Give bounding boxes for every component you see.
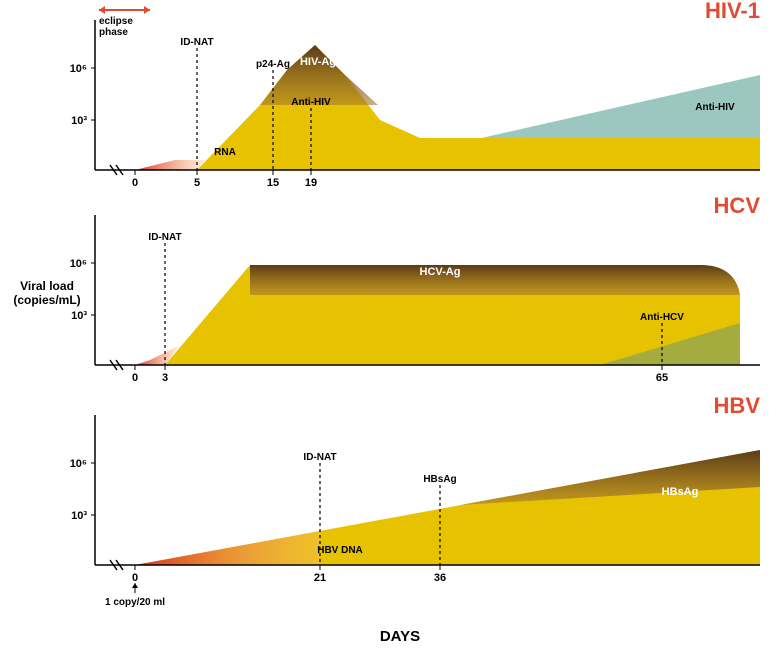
y-axis-label: Viral load(copies/mL) bbox=[6, 280, 88, 308]
marker-label: HBsAg bbox=[423, 474, 456, 485]
y-tick-label: 10³ bbox=[71, 510, 87, 522]
y-tick-label: 10⁶ bbox=[70, 258, 87, 270]
region-label: HBV DNA bbox=[317, 545, 363, 556]
eclipse-phase-label: eclipse bbox=[99, 16, 133, 27]
y-tick-label: 10⁶ bbox=[70, 458, 87, 470]
marker-label: p24-Ag bbox=[256, 59, 290, 70]
marker-label: Anti-HCV bbox=[640, 312, 684, 323]
x-tick-label: 0 bbox=[132, 572, 138, 584]
panel-title-hcv: HCV bbox=[714, 193, 761, 218]
x-tick-label: 65 bbox=[656, 372, 668, 384]
region-label: HBsAg bbox=[662, 486, 699, 498]
x-tick-label: 21 bbox=[314, 572, 326, 584]
panel-hiv1: 10³ 10⁶ 0 5 15 19 ID-NAT p24-Ag Anti-HIV RNA HIV-A… bbox=[70, 0, 760, 189]
y-tick-label: 10³ bbox=[71, 310, 87, 322]
panel-title-hbv: HBV bbox=[714, 393, 761, 418]
y-tick-label: 10⁶ bbox=[70, 63, 87, 75]
copy-annotation: 1 copy/20 ml bbox=[105, 583, 165, 608]
copy-label: 1 copy/20 ml bbox=[105, 597, 165, 608]
eclipse-phase-annotation: eclipsephase bbox=[99, 6, 150, 38]
x-tick-label: 5 bbox=[194, 177, 200, 189]
x-tick-label: 19 bbox=[305, 177, 317, 189]
y-tick-label: 10³ bbox=[71, 115, 87, 127]
region-label: HCV-Ag bbox=[420, 266, 461, 278]
eclipse-phase-label: phase bbox=[99, 27, 128, 38]
x-tick-label: 0 bbox=[132, 177, 138, 189]
region-ag bbox=[250, 265, 740, 295]
x-tick-label: 3 bbox=[162, 372, 168, 384]
region-label: Anti-HIV bbox=[695, 102, 735, 113]
x-tick-label: 0 bbox=[132, 372, 138, 384]
region-eclipse bbox=[135, 160, 205, 170]
marker-label: ID-NAT bbox=[180, 37, 213, 48]
x-tick-label: 15 bbox=[267, 177, 279, 189]
region-label: HIV-Ag bbox=[300, 56, 336, 68]
x-tick-label: 36 bbox=[434, 572, 446, 584]
marker-label: ID-NAT bbox=[303, 452, 336, 463]
marker-label: Anti-HIV bbox=[291, 97, 331, 108]
region-label: RNA bbox=[214, 147, 236, 158]
page-root: { "global": { "y_label": "Viral load\n(c… bbox=[0, 0, 779, 657]
region-ag bbox=[260, 45, 378, 105]
x-axis-label: DAYS bbox=[340, 628, 460, 645]
panel-title-hiv1: HIV-1 bbox=[705, 0, 760, 23]
panel-hcv: 10³ 10⁶ 0 3 65 ID-NAT Anti-HCV HCV-Ag HCV bbox=[70, 193, 761, 384]
panel-hbv: 10³ 10⁶ 0 21 36 ID-NAT HBsAg HBV DNA HBsAg HBV bbox=[70, 393, 761, 584]
marker-label: ID-NAT bbox=[148, 232, 181, 243]
chart-svg: 10³ 10⁶ 0 5 15 19 ID-NAT p24-Ag Anti-HIV RNA HIV-A… bbox=[0, 0, 779, 657]
